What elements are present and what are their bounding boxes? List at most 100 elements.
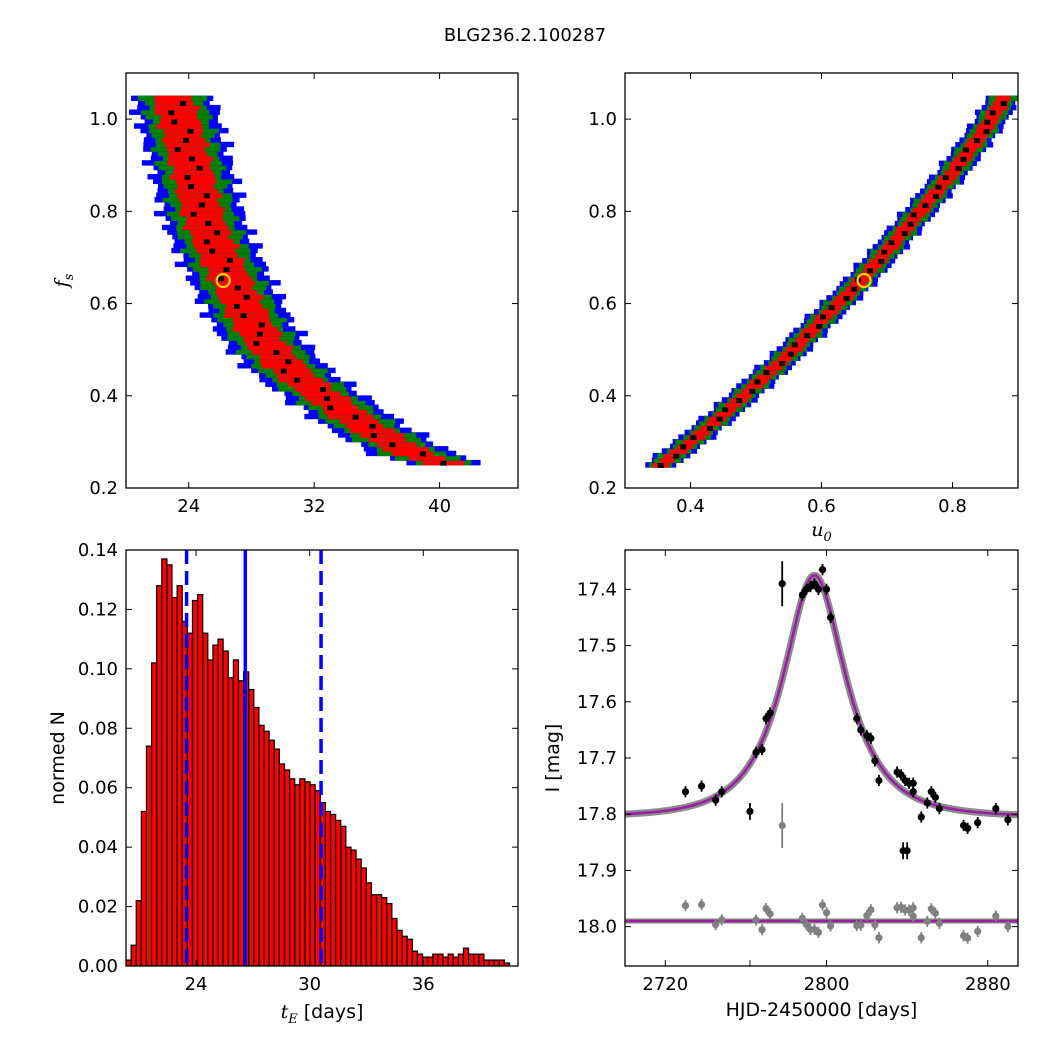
data-point xyxy=(798,591,806,599)
confidence-cell-red xyxy=(164,141,210,148)
confidence-cell-red xyxy=(692,429,710,436)
model-uncertainty-band xyxy=(625,571,1018,819)
confidence-cell-red xyxy=(864,262,882,269)
confidence-cell-red xyxy=(756,374,772,380)
histogram-bar xyxy=(268,739,275,966)
confidence-cell-red xyxy=(183,224,229,231)
confidence-cell-black xyxy=(722,406,729,413)
confidence-cell-red xyxy=(174,187,218,194)
histogram-bar xyxy=(135,900,142,966)
confidence-cell-red xyxy=(944,169,961,176)
histogram-bar xyxy=(217,638,224,966)
histogram-bar xyxy=(161,558,168,966)
histogram-bar xyxy=(196,593,204,966)
data-point xyxy=(697,782,706,790)
confidence-cell-red xyxy=(785,346,804,352)
confidence-cell-red xyxy=(322,404,359,411)
confidence-cell-red xyxy=(259,358,303,364)
y-tick-label: 0.04 xyxy=(78,837,118,858)
confidence-cell-black xyxy=(187,127,194,134)
confidence-cell-black xyxy=(851,285,858,292)
confidence-cell-red xyxy=(199,261,244,268)
histogram-bar xyxy=(237,680,245,966)
confidence-cell-red xyxy=(996,95,1011,102)
confidence-cell-black xyxy=(690,434,697,441)
confidence-cell-red xyxy=(220,298,260,304)
residual-point xyxy=(766,910,774,918)
histogram-bar xyxy=(396,929,403,966)
confidence-cell-red xyxy=(382,446,428,452)
confidence-cell-black xyxy=(320,385,327,392)
confidence-cell-black xyxy=(174,146,181,153)
residual-point xyxy=(964,934,972,942)
confidence-cell-red xyxy=(688,434,706,440)
histogram-bar xyxy=(329,813,337,966)
x-axis-label-tE: tE [days] xyxy=(281,1001,364,1027)
heatmap-cells xyxy=(645,95,1018,468)
confidence-cell-red xyxy=(215,284,252,291)
confidence-cell-red xyxy=(327,413,374,420)
confidence-cell-black xyxy=(179,99,186,106)
data-point xyxy=(762,715,770,723)
residual-point xyxy=(875,934,883,942)
confidence-cell-black xyxy=(910,211,917,218)
confidence-cell-red xyxy=(890,234,905,241)
confidence-cell-red xyxy=(660,457,675,464)
confidence-cell-red xyxy=(852,276,870,283)
confidence-cell-red xyxy=(190,229,232,235)
confidence-cell-black xyxy=(942,174,949,181)
confidence-cell-red xyxy=(177,183,214,189)
confidence-cell-black xyxy=(234,284,241,291)
residual-point xyxy=(863,912,871,920)
histogram-bar xyxy=(467,953,475,966)
confidence-cell-red xyxy=(896,225,914,232)
axes-frame xyxy=(125,549,519,967)
confidence-cell-red xyxy=(243,335,280,341)
x-tick-label: 30 xyxy=(298,974,321,995)
residual-point xyxy=(798,914,806,922)
y-tick-label: 0.06 xyxy=(78,778,118,799)
confidence-cell-red xyxy=(683,439,698,445)
histogram-bar xyxy=(457,953,465,966)
confidence-cell-red xyxy=(224,307,269,314)
confidence-cell-black xyxy=(183,136,190,143)
confidence-cell-black xyxy=(820,313,827,320)
confidence-cell-red xyxy=(377,441,417,447)
confidence-cell-red xyxy=(989,104,1008,111)
data-point xyxy=(746,807,754,816)
confidence-cell-black xyxy=(205,219,212,226)
confidence-cell-black xyxy=(324,395,331,402)
confidence-cell-red xyxy=(746,383,763,389)
residual-point xyxy=(909,912,917,920)
histogram-bar xyxy=(437,953,444,966)
model-curve xyxy=(625,573,1018,817)
confidence-cell-black xyxy=(878,257,885,264)
confidence-cell-red xyxy=(300,390,341,397)
confidence-cell-red xyxy=(208,270,248,277)
residual-point xyxy=(935,919,944,927)
histogram-bar xyxy=(278,763,286,966)
confidence-cell-black xyxy=(187,182,194,189)
y-axis-label: fs xyxy=(51,273,77,289)
histogram-bar xyxy=(232,659,240,966)
data-point xyxy=(766,709,774,717)
confidence-cell-black xyxy=(779,359,786,366)
residual-point xyxy=(802,921,810,929)
best-fit-marker xyxy=(856,272,872,289)
histogram-bar xyxy=(432,953,439,966)
confidence-cell-black xyxy=(440,459,447,466)
histogram-bar xyxy=(171,596,178,966)
confidence-cell-red xyxy=(179,210,223,217)
histogram-bar xyxy=(340,825,347,966)
histogram-bars xyxy=(126,550,511,966)
y-tick-label: 0.12 xyxy=(78,599,118,620)
residual-point xyxy=(909,904,917,912)
confidence-cell-black xyxy=(962,146,969,153)
confidence-cell-red xyxy=(741,387,756,394)
confidence-cell-red xyxy=(180,206,226,212)
histogram-bar xyxy=(324,810,332,966)
data-point xyxy=(681,788,690,796)
confidence-cell-red xyxy=(278,376,324,383)
histogram-bar xyxy=(130,944,137,966)
confidence-cell-red xyxy=(961,146,977,153)
